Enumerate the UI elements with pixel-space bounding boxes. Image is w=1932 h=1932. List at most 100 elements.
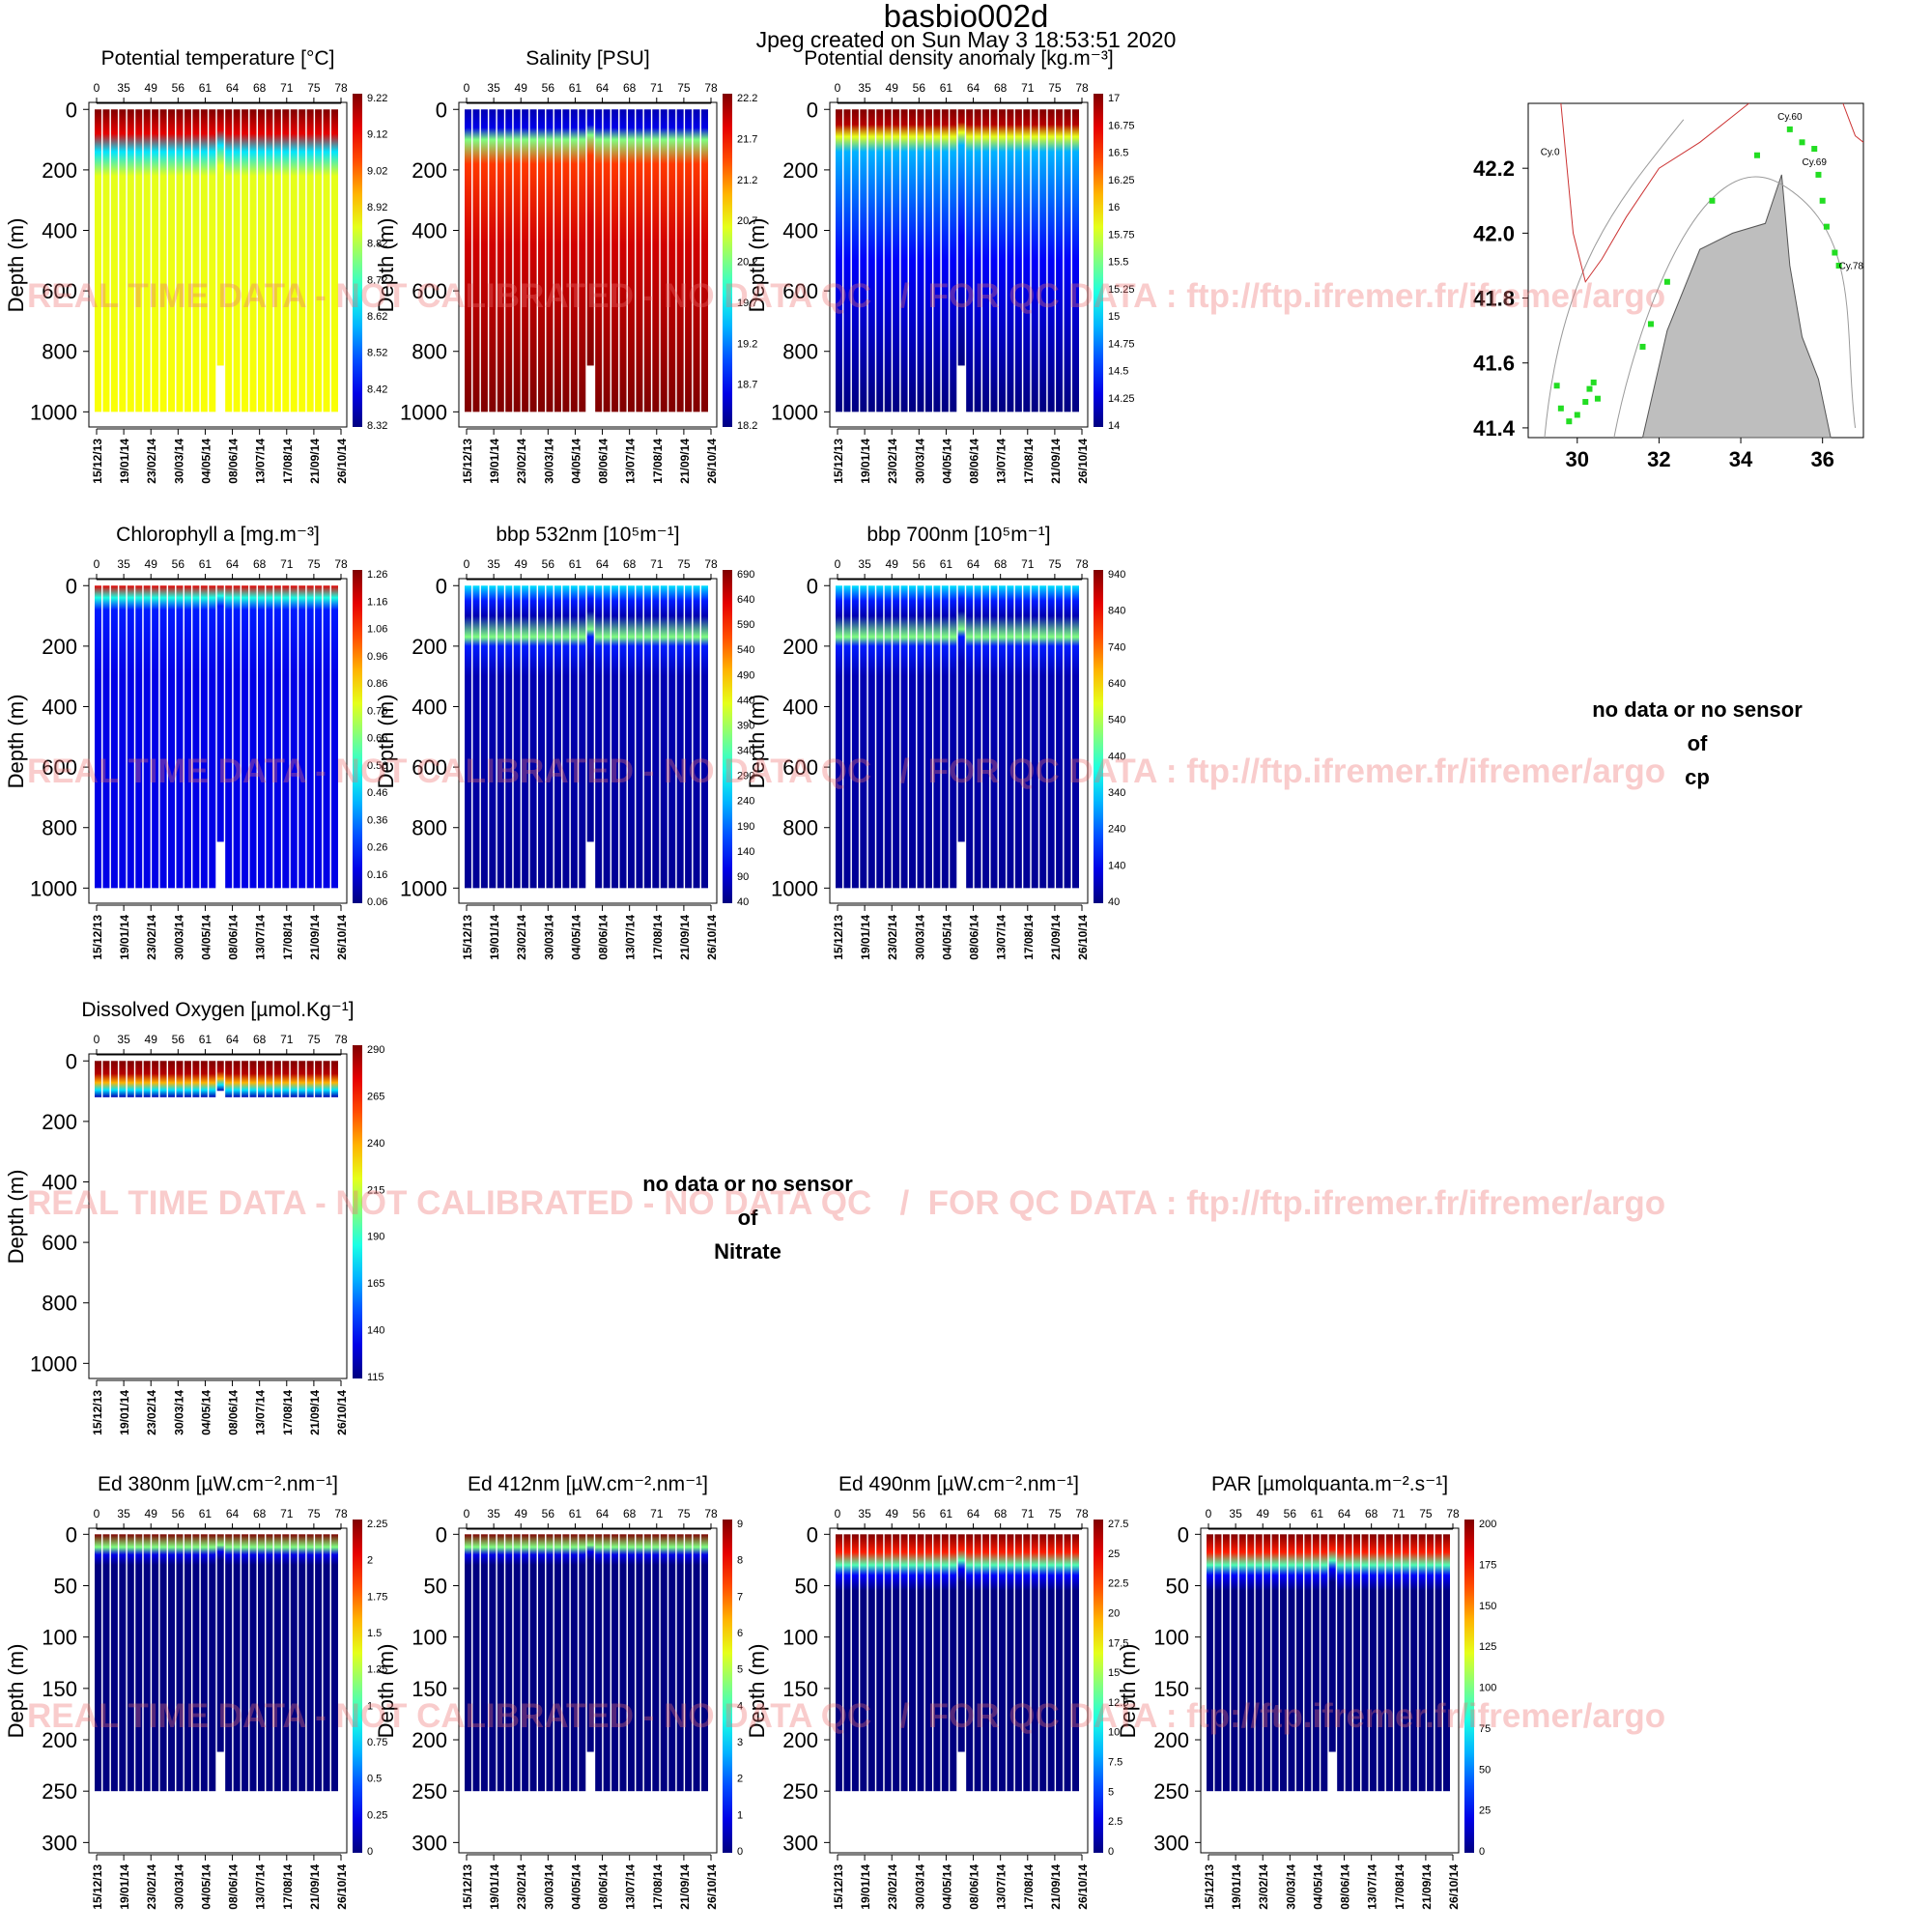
profile-column <box>273 1061 281 1097</box>
profile-column <box>233 1534 241 1792</box>
cycle-tick-label: 78 <box>334 81 348 95</box>
colorbar-label: 440 <box>737 695 754 706</box>
cycle-tick-label: 56 <box>542 1507 555 1520</box>
profile-column <box>505 1534 513 1792</box>
y-tick-label: 150 <box>412 1677 447 1701</box>
cycle-tick-label: 49 <box>515 1507 528 1520</box>
map-y-tick-label: 42.2 <box>1473 156 1515 181</box>
profile-column <box>685 1534 693 1792</box>
colorbar-label: 640 <box>737 594 754 606</box>
cycle-tick-label: 64 <box>226 1033 240 1046</box>
track-point <box>1557 405 1564 412</box>
profile-column <box>200 1534 208 1792</box>
profile-column <box>192 1534 200 1792</box>
profile-column <box>315 109 323 412</box>
y-tick-label: 0 <box>66 98 77 122</box>
cycle-tick-label: 64 <box>967 1507 980 1520</box>
colorbar-label: 25 <box>1108 1548 1120 1560</box>
profile-column <box>489 109 497 412</box>
colorbar-label: 100 <box>1479 1683 1496 1694</box>
profile-column <box>957 109 965 366</box>
date-tick-label: 23/02/14 <box>886 915 899 960</box>
y-tick-label: 200 <box>412 635 447 659</box>
profile-column <box>1410 1534 1418 1792</box>
profile-column <box>1238 1534 1246 1792</box>
profile-column <box>1394 1534 1402 1792</box>
profile-column <box>95 109 101 412</box>
profile-column <box>998 109 1006 412</box>
panel-title: Salinity [PSU] <box>526 47 649 70</box>
date-tick-label: 15/12/13 <box>91 1864 104 1910</box>
panel-title: Potential temperature [°C] <box>101 47 335 70</box>
profile-column <box>135 109 143 412</box>
colorbar-label: 0.5 <box>367 1774 382 1785</box>
colorbar-label: 17 <box>1108 93 1120 104</box>
profile-column <box>110 1534 118 1792</box>
profile-column <box>860 585 867 889</box>
colorbar-label: 190 <box>367 1232 384 1243</box>
colorbar-label: 0.46 <box>367 787 387 799</box>
profile-column <box>867 109 875 412</box>
colorbar-label: 8.42 <box>367 384 387 395</box>
profile-column <box>249 109 257 412</box>
profile-column <box>257 585 265 889</box>
colorbar-label: 140 <box>367 1325 384 1337</box>
cycle-tick-label: 0 <box>94 81 100 95</box>
colorbar <box>353 1045 362 1378</box>
cycle-tick-label: 68 <box>253 557 267 571</box>
profile-column <box>860 109 867 412</box>
profile-column <box>298 1534 306 1792</box>
cycle-tick-label: 0 <box>835 81 841 95</box>
profile-column <box>619 109 627 412</box>
profile-column <box>1402 1534 1409 1792</box>
profile-column <box>135 585 143 889</box>
cycle-tick-label: 49 <box>515 557 528 571</box>
profile-column <box>554 585 561 889</box>
profile-column <box>933 585 941 889</box>
y-tick-label: 100 <box>1153 1626 1189 1650</box>
colorbar-label: 9.12 <box>367 129 387 141</box>
date-tick-label: 23/02/14 <box>515 439 528 484</box>
cycle-tick-label: 56 <box>542 557 555 571</box>
cycle-tick-label: 68 <box>994 81 1008 95</box>
date-tick-label: 26/10/14 <box>335 1864 349 1910</box>
colorbar-label: 150 <box>1479 1601 1496 1612</box>
date-tick-label: 04/05/14 <box>199 1390 213 1435</box>
profile-column <box>176 1061 184 1097</box>
track-point <box>1594 395 1601 402</box>
cycle-tick-label: 56 <box>913 557 926 571</box>
cycle-tick-label: 71 <box>650 81 664 95</box>
profile-column <box>836 109 842 412</box>
profile-column <box>570 585 578 889</box>
cycle-tick-label: 49 <box>886 81 899 95</box>
y-tick-label: 100 <box>782 1626 818 1650</box>
date-tick-label: 19/01/14 <box>859 1864 872 1910</box>
y-tick-label: 600 <box>782 755 818 780</box>
profile-column <box>860 1534 867 1792</box>
profile-column <box>917 109 924 412</box>
profile-column <box>1064 109 1071 412</box>
y-tick-label: 800 <box>412 816 447 840</box>
profile-column <box>554 109 561 412</box>
profile-column <box>1427 1534 1435 1792</box>
track-point <box>1815 171 1822 178</box>
colorbar-label: 190 <box>737 821 754 833</box>
profile-column <box>570 1534 578 1792</box>
figure-subtitle: Jpeg created on Sun May 3 18:53:51 2020 <box>755 27 1177 52</box>
date-tick-label: 19/01/14 <box>118 1390 131 1435</box>
profile-column <box>143 585 151 889</box>
cycle-tick-label: 61 <box>199 1033 213 1046</box>
cycle-tick-label: 35 <box>858 1507 871 1520</box>
date-tick-label: 17/08/14 <box>651 439 665 484</box>
colorbar-label: 16.75 <box>1108 120 1135 131</box>
profile-column <box>331 1061 338 1097</box>
profile-column <box>176 585 184 889</box>
y-tick-label: 300 <box>42 1831 77 1855</box>
panel-par: PAR [µmolquanta.m⁻².s⁻¹] 0 35 49 56 61 64 68 71 7… <box>1116 1473 1496 1910</box>
colorbar-label: 0 <box>1108 1846 1114 1858</box>
profile-column <box>497 585 504 889</box>
no-data-cp: no data or no sensor of cp <box>1592 697 1803 789</box>
colorbar-label: 22.2 <box>737 93 757 104</box>
plot-frame <box>1200 1527 1460 1854</box>
profile-column <box>611 1534 619 1792</box>
